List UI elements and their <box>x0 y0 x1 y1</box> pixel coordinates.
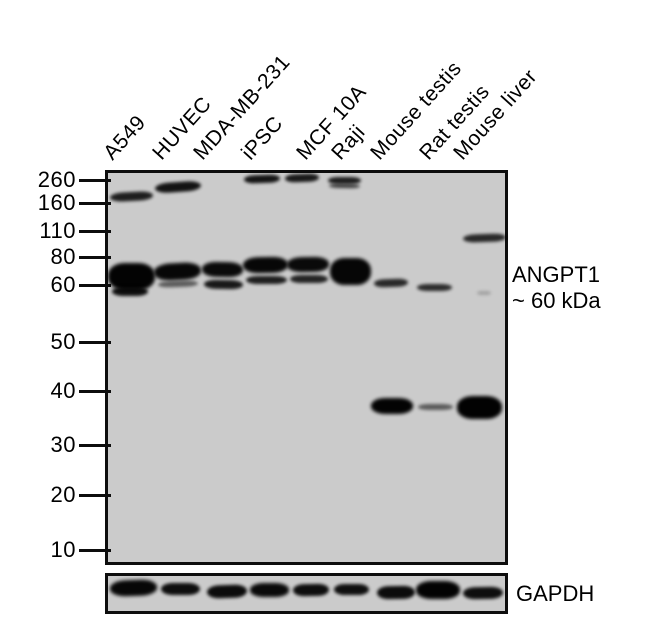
target-band-annotation: ANGPT1 ~ 60 kDa <box>512 262 601 314</box>
angpt1-band-a549-60kda <box>108 263 155 290</box>
mw-marker-50: 50 <box>50 329 76 354</box>
angpt1-band-raji-63kda <box>330 258 371 285</box>
mw-marker-110: 110 <box>39 218 76 243</box>
mw-marker-160: 160 <box>37 190 76 215</box>
mw-marker-260: 260 <box>37 167 76 192</box>
angpt1-band-mouse-testis-37kda <box>371 398 413 414</box>
angpt1-band-mcf-10a-60kda <box>290 275 328 283</box>
main-blot-panel <box>105 170 508 565</box>
angpt1-band-raji-240kda <box>328 183 361 189</box>
loading-control-label: GAPDH <box>516 581 595 606</box>
mw-tick-40 <box>79 390 111 393</box>
angpt1-band-ipsc-65kda <box>242 256 289 274</box>
gapdh-band-a549 <box>109 579 158 597</box>
angpt1-band-a549-58kda <box>112 287 148 296</box>
gapdh-band-huvec <box>161 583 200 595</box>
angpt1-band-raji-250kda <box>328 177 361 184</box>
lane-label-a549: A549 <box>99 111 151 165</box>
angpt1-band-rat-testis-58kda <box>417 284 452 291</box>
mw-tick-80 <box>79 256 111 259</box>
mw-marker-40: 40 <box>50 378 76 403</box>
angpt1-band-ipsc-60kda <box>246 276 287 284</box>
mw-marker-20: 20 <box>50 482 76 507</box>
mw-tick-60 <box>79 284 111 287</box>
mw-tick-160 <box>79 202 111 205</box>
angpt1-band-mda-mb-231-65kda <box>201 261 244 278</box>
gapdh-band-mouse-liver <box>462 586 504 600</box>
mw-marker-10: 10 <box>50 537 76 562</box>
gapdh-band-mouse-testis <box>376 585 416 600</box>
mw-marker-60: 60 <box>50 272 76 297</box>
mw-tick-110 <box>79 230 111 233</box>
angpt1-band-rat-testis-37kda <box>418 404 453 410</box>
target-protein-name: ANGPT1 <box>512 262 601 287</box>
gapdh-band-ipsc <box>250 583 289 597</box>
angpt1-band-mouse-liver-58kda <box>477 291 491 295</box>
angpt1-band-mda-mb-231-60kda <box>203 279 244 290</box>
angpt1-band-mouse-liver-37kda <box>457 396 502 419</box>
gapdh-band-mcf-10a <box>292 583 330 597</box>
mw-marker-30: 30 <box>50 432 76 457</box>
mw-tick-10 <box>79 549 111 552</box>
mw-tick-260 <box>79 179 111 182</box>
mw-tick-50 <box>79 341 111 344</box>
gapdh-band-rat-testis <box>416 581 460 599</box>
gapdh-band-raji <box>334 584 369 595</box>
angpt1-band-mcf-10a-65kda <box>286 256 330 273</box>
mw-marker-80: 80 <box>50 244 76 269</box>
target-molecular-weight: ~ 60 kDa <box>512 288 601 313</box>
mw-tick-30 <box>79 444 111 447</box>
mw-tick-20 <box>79 494 111 497</box>
gapdh-band-mda-mb-231 <box>206 584 248 599</box>
